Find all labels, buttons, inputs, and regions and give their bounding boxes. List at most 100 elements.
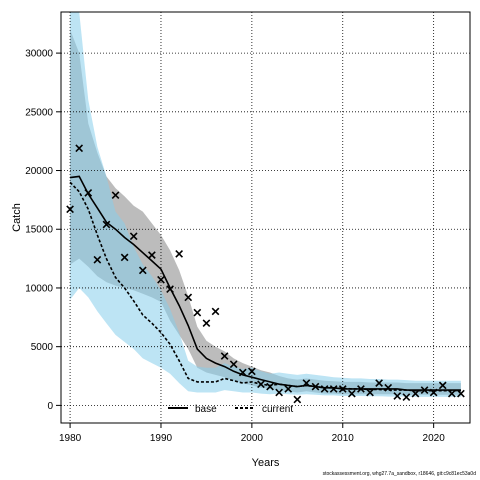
observed-point bbox=[329, 385, 338, 393]
observed-point-stroke bbox=[120, 253, 129, 262]
observed-point bbox=[384, 383, 393, 392]
observed-point-stroke bbox=[111, 191, 120, 200]
y-axis: 0 5000 10000 15000 20000 25000 30000 bbox=[25, 49, 61, 412]
observed-point bbox=[302, 379, 311, 387]
observed-point-stroke bbox=[393, 392, 402, 400]
observed-point bbox=[120, 253, 129, 262]
source-footnote: stockassessment.org, whg27.7a_sandbox, r… bbox=[322, 471, 476, 477]
observed-point-stroke bbox=[138, 266, 147, 275]
observed-point-stroke bbox=[129, 232, 138, 241]
observed-point-stroke bbox=[238, 368, 247, 377]
observed-point bbox=[311, 382, 320, 391]
observed-point bbox=[211, 307, 220, 316]
observed-point-stroke bbox=[75, 144, 84, 153]
observed-point-stroke bbox=[275, 388, 283, 397]
observed-point bbox=[447, 389, 456, 398]
observed-point-stroke bbox=[257, 380, 265, 389]
observed-point bbox=[320, 385, 329, 393]
observed-point-stroke bbox=[366, 388, 374, 397]
observed-point bbox=[357, 385, 365, 393]
observed-point-stroke bbox=[66, 205, 74, 214]
legend-base-label: base bbox=[195, 404, 217, 415]
observed-point-stroke bbox=[248, 367, 256, 376]
observed-point bbox=[175, 250, 184, 258]
observed-point bbox=[157, 275, 165, 284]
observed-point-stroke bbox=[102, 220, 111, 229]
observed-point bbox=[138, 266, 147, 275]
observed-point bbox=[338, 385, 347, 393]
y-tick-label: 25000 bbox=[25, 107, 53, 118]
observed-point-stroke bbox=[402, 393, 411, 402]
observed-point-stroke bbox=[229, 360, 238, 369]
observed-point-stroke bbox=[284, 385, 293, 393]
observed-point bbox=[238, 368, 247, 377]
observed-point-stroke bbox=[384, 383, 393, 392]
observed-point bbox=[293, 395, 302, 404]
x-axis-title: Years bbox=[252, 457, 280, 469]
observed-point bbox=[402, 393, 411, 402]
observed-point-stroke bbox=[457, 389, 465, 398]
current-line bbox=[69, 181, 461, 392]
x-tick-label: 2020 bbox=[423, 433, 446, 444]
observed-point-stroke bbox=[266, 382, 274, 391]
observed-point-stroke bbox=[84, 188, 93, 197]
observed-point bbox=[429, 388, 438, 397]
observed-point bbox=[248, 367, 256, 376]
observed-point bbox=[366, 388, 374, 397]
observed-point bbox=[111, 191, 120, 200]
base-confidence-band bbox=[70, 29, 461, 395]
observed-point bbox=[393, 392, 402, 400]
observed-point bbox=[375, 379, 383, 387]
observed-point-stroke bbox=[175, 250, 184, 258]
observed-point bbox=[438, 381, 447, 390]
y-tick-label: 30000 bbox=[25, 49, 53, 60]
observed-point bbox=[184, 293, 193, 302]
confidence-bands bbox=[70, 12, 461, 397]
observed-point-stroke bbox=[429, 388, 438, 397]
x-tick-label: 1980 bbox=[59, 433, 82, 444]
observed-point-stroke bbox=[157, 275, 165, 284]
grid-lines bbox=[61, 12, 470, 423]
observed-point-stroke bbox=[347, 389, 356, 398]
observed-point bbox=[229, 360, 238, 369]
x-axis: 1980 1990 2000 2010 2020 bbox=[59, 423, 445, 444]
observed-point bbox=[129, 232, 138, 241]
observed-point bbox=[420, 386, 429, 394]
observed-point-stroke bbox=[447, 389, 456, 398]
observed-point-stroke bbox=[438, 381, 447, 390]
x-tick-label: 2010 bbox=[332, 433, 355, 444]
observed-point bbox=[102, 220, 111, 229]
observed-point bbox=[84, 188, 93, 197]
y-tick-label: 15000 bbox=[25, 225, 53, 236]
observed-point bbox=[266, 382, 274, 391]
x-tick-label: 2000 bbox=[241, 433, 264, 444]
observed-point-stroke bbox=[338, 385, 347, 393]
observed-point-stroke bbox=[311, 382, 320, 391]
observed-point bbox=[275, 388, 283, 397]
y-tick-label: 10000 bbox=[25, 283, 53, 294]
observed-point bbox=[66, 205, 74, 214]
observed-point-stroke bbox=[193, 308, 202, 317]
observed-point-stroke bbox=[93, 255, 102, 264]
y-axis-title: Catch bbox=[11, 203, 23, 232]
y-tick-label: 0 bbox=[47, 401, 53, 412]
observed-point-stroke bbox=[148, 251, 156, 259]
observed-point-stroke bbox=[320, 385, 329, 393]
y-tick-label: 20000 bbox=[25, 166, 53, 177]
plot-frame bbox=[60, 11, 471, 424]
observed-point-stroke bbox=[220, 352, 229, 360]
observed-point-stroke bbox=[293, 395, 302, 404]
observed-point-stroke bbox=[329, 385, 338, 393]
observed-point-stroke bbox=[302, 379, 311, 387]
observed-point bbox=[411, 389, 420, 398]
observed-point bbox=[202, 319, 211, 328]
base-line bbox=[69, 175, 461, 391]
observed-point-stroke bbox=[357, 385, 365, 393]
observed-point bbox=[284, 385, 293, 393]
series-lines bbox=[69, 175, 461, 392]
observed-point bbox=[93, 255, 102, 264]
observed-point bbox=[347, 389, 356, 398]
legend-current-label: current bbox=[262, 404, 293, 415]
observed-point bbox=[220, 352, 229, 360]
